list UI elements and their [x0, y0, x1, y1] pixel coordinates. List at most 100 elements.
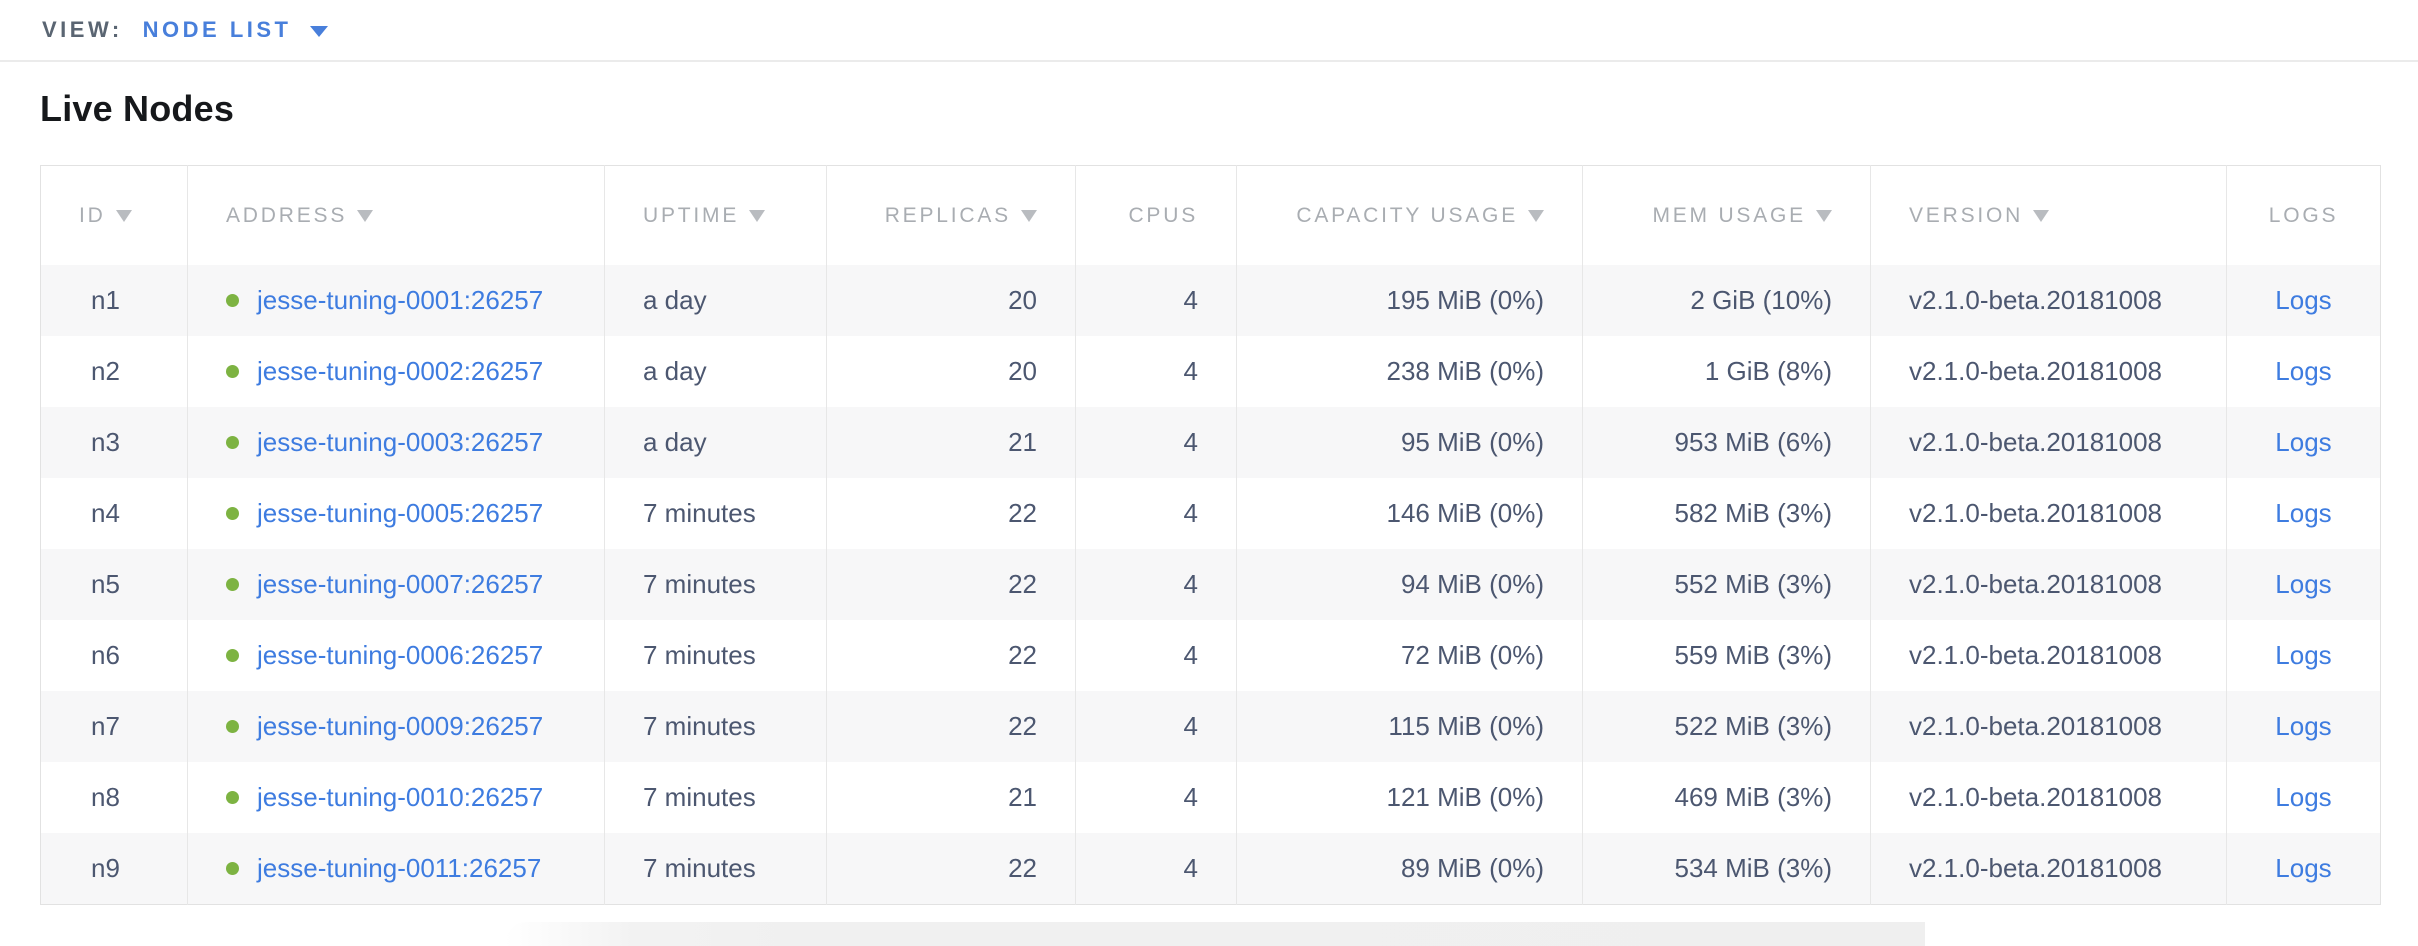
cell-version: v2.1.0-beta.20181008: [1870, 833, 2227, 905]
cell-cpus: 4: [1075, 762, 1237, 833]
column-header-version[interactable]: VERSION: [1870, 165, 2227, 265]
logs-link[interactable]: Logs: [2275, 285, 2332, 315]
view-selector-dropdown[interactable]: NODE LIST: [143, 17, 328, 43]
view-selected-value: NODE LIST: [142, 17, 292, 42]
node-address-link[interactable]: jesse-tuning-0009:26257: [257, 711, 544, 741]
view-label: VIEW:: [42, 17, 123, 42]
cell-replicas: 22: [826, 691, 1076, 762]
cell-uptime: 7 minutes: [604, 549, 827, 620]
cell-address: jesse-tuning-0011:26257: [187, 833, 605, 905]
cell-logs: Logs: [2226, 549, 2381, 620]
cell-id: n2: [40, 336, 188, 407]
cell-replicas: 20: [826, 336, 1076, 407]
cell-capacity: 72 MiB (0%): [1236, 620, 1583, 691]
cell-id: n5: [40, 549, 188, 620]
node-address-link[interactable]: jesse-tuning-0006:26257: [257, 640, 544, 670]
logs-link[interactable]: Logs: [2275, 711, 2332, 741]
cell-cpus: 4: [1075, 407, 1237, 478]
cell-capacity: 238 MiB (0%): [1236, 336, 1583, 407]
column-label: CPUS: [1128, 203, 1198, 227]
cell-mem: 469 MiB (3%): [1582, 762, 1871, 833]
cell-id: n7: [40, 691, 188, 762]
logs-link[interactable]: Logs: [2275, 569, 2332, 599]
column-header-id[interactable]: ID: [40, 165, 188, 265]
cell-capacity: 121 MiB (0%): [1236, 762, 1583, 833]
cell-logs: Logs: [2226, 407, 2381, 478]
cell-mem: 534 MiB (3%): [1582, 833, 1871, 905]
sort-desc-icon: [357, 209, 374, 222]
node-address-link[interactable]: jesse-tuning-0003:26257: [257, 427, 544, 457]
cell-address: jesse-tuning-0006:26257: [187, 620, 605, 691]
cell-replicas: 22: [826, 833, 1076, 905]
cell-version: v2.1.0-beta.20181008: [1870, 549, 2227, 620]
cell-replicas: 22: [826, 478, 1076, 549]
table-header-row: ID ADDRESS UPTIME REPLICAS CPUS CAPACITY USAG…: [40, 165, 2381, 265]
node-address-link[interactable]: jesse-tuning-0005:26257: [257, 498, 544, 528]
node-address-link[interactable]: jesse-tuning-0010:26257: [257, 782, 544, 812]
cell-logs: Logs: [2227, 620, 2381, 691]
cell-address: jesse-tuning-0005:26257: [187, 478, 605, 549]
cell-mem: 1 GiB (8%): [1582, 336, 1871, 407]
cell-cpus: 4: [1075, 833, 1237, 905]
cell-logs: Logs: [2226, 265, 2381, 336]
column-header-logs: LOGS: [2226, 165, 2381, 265]
cell-capacity: 195 MiB (0%): [1236, 265, 1583, 336]
column-label: REPLICAS: [884, 203, 1011, 227]
node-live-status-icon: [226, 791, 239, 805]
cell-id: n4: [40, 478, 188, 549]
cell-version: v2.1.0-beta.20181008: [1870, 336, 2227, 407]
node-address-link[interactable]: jesse-tuning-0002:26257: [257, 356, 544, 386]
cell-uptime: 7 minutes: [604, 691, 827, 762]
column-label: ADDRESS: [226, 203, 348, 227]
cell-capacity: 94 MiB (0%): [1236, 549, 1583, 620]
cell-version: v2.1.0-beta.20181008: [1870, 265, 2227, 336]
logs-link[interactable]: Logs: [2275, 356, 2332, 386]
table-row-n2: n2 jesse-tuning-0002:26257 a day 20 4 238 MiB…: [40, 336, 2381, 407]
table-row-n6: n6 jesse-tuning-0006:26257 7 minutes 22 4 72 …: [40, 620, 2381, 691]
cell-cpus: 4: [1075, 691, 1237, 762]
cell-cpus: 4: [1075, 336, 1237, 407]
cell-uptime: a day: [604, 407, 827, 478]
column-label: ID: [79, 203, 106, 227]
table-row-n3: n3 jesse-tuning-0003:26257 a day 21 4 95 MiB …: [40, 407, 2381, 478]
column-header-capacity[interactable]: CAPACITY USAGE: [1236, 165, 1583, 265]
cell-cpus: 4: [1075, 478, 1237, 549]
column-header-mem[interactable]: MEM USAGE: [1582, 165, 1871, 265]
cell-mem: 2 GiB (10%): [1582, 265, 1871, 336]
cell-logs: Logs: [2227, 336, 2381, 407]
cell-replicas: 20: [826, 265, 1076, 336]
table-row-n9: n9 jesse-tuning-0011:26257 7 minutes 22 4 89 …: [40, 833, 2381, 905]
cell-address: jesse-tuning-0002:26257: [187, 336, 605, 407]
logs-link[interactable]: Logs: [2275, 782, 2332, 812]
cell-capacity: 95 MiB (0%): [1236, 407, 1583, 478]
cell-version: v2.1.0-beta.20181008: [1870, 478, 2227, 549]
sort-desc-icon: [2033, 209, 2050, 222]
logs-link[interactable]: Logs: [2275, 640, 2332, 670]
cell-address: jesse-tuning-0007:26257: [187, 549, 605, 620]
cell-capacity: 115 MiB (0%): [1236, 691, 1583, 762]
logs-link[interactable]: Logs: [2275, 498, 2332, 528]
node-live-status-icon: [226, 578, 239, 592]
node-live-status-icon: [226, 862, 239, 876]
cell-version: v2.1.0-beta.20181008: [1870, 762, 2227, 833]
node-address-link[interactable]: jesse-tuning-0007:26257: [257, 569, 544, 599]
sort-desc-icon: [1021, 209, 1037, 222]
cell-logs: Logs: [2226, 833, 2381, 905]
cell-replicas: 21: [826, 762, 1076, 833]
logs-link[interactable]: Logs: [2275, 427, 2332, 457]
cell-address: jesse-tuning-0003:26257: [187, 407, 605, 478]
cell-replicas: 22: [826, 620, 1076, 691]
table-row-n5: n5 jesse-tuning-0007:26257 7 minutes 22 4 94 …: [40, 549, 2381, 620]
cell-capacity: 89 MiB (0%): [1236, 833, 1583, 905]
node-address-link[interactable]: jesse-tuning-0011:26257: [257, 853, 542, 883]
table-body: n1 jesse-tuning-0001:26257 a day 20 4 195 MiB…: [40, 265, 2381, 905]
column-header-address[interactable]: ADDRESS: [187, 165, 605, 265]
column-header-cpus: CPUS: [1075, 165, 1237, 265]
sort-desc-icon: [1528, 209, 1544, 222]
column-header-uptime[interactable]: UPTIME: [604, 165, 827, 265]
sort-desc-icon: [115, 209, 132, 222]
column-header-replicas[interactable]: REPLICAS: [826, 165, 1076, 265]
node-address-link[interactable]: jesse-tuning-0001:26257: [257, 285, 544, 315]
logs-link[interactable]: Logs: [2275, 853, 2332, 883]
